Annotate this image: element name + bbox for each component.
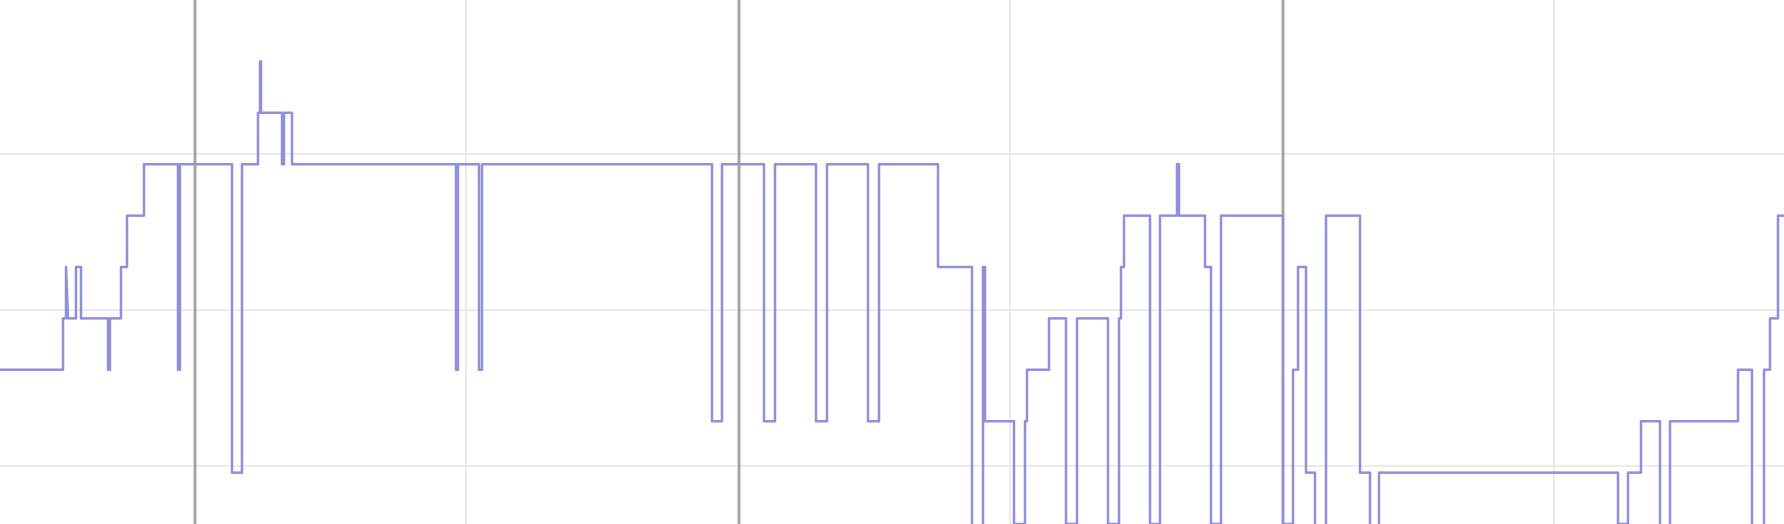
series-layer [0,60,1784,524]
series-line-0 [0,60,1784,524]
